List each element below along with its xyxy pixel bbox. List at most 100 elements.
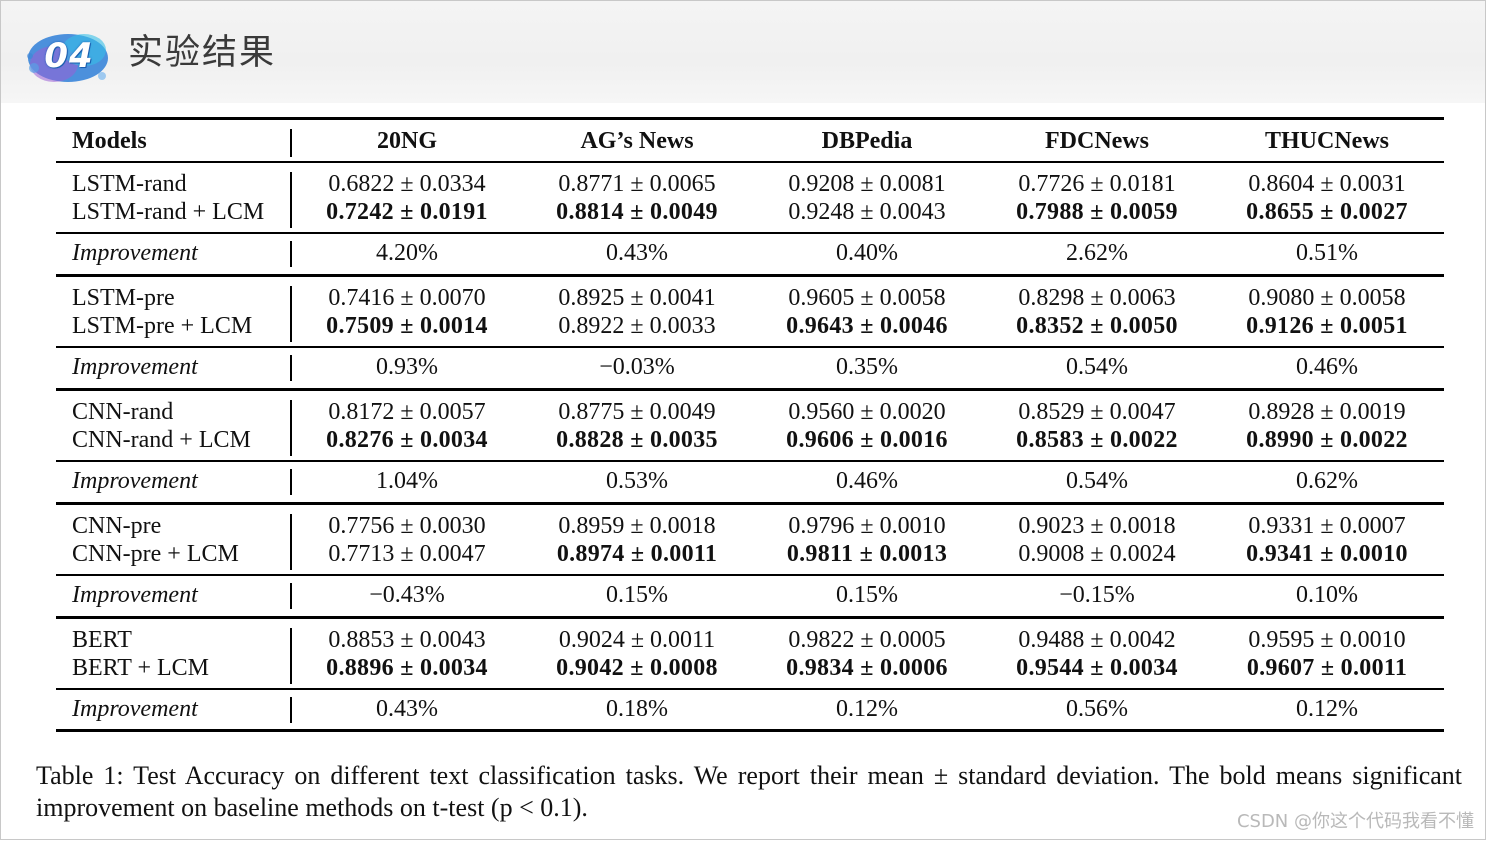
score-cell-lcm: 0.9544 ± 0.0034 — [1016, 655, 1178, 681]
improvement-cell: 0.12% — [836, 696, 898, 722]
score-cell-lcm: 0.8828 ± 0.0035 — [556, 427, 718, 453]
score-cell-lcm: 0.9834 ± 0.0006 — [786, 655, 948, 681]
slide-title: 实验结果 — [128, 33, 277, 73]
model-name: CNN-rand — [72, 399, 174, 425]
column-separator — [290, 469, 292, 495]
column-separator — [290, 583, 292, 609]
score-cell: 0.9560 ± 0.0020 — [788, 399, 946, 425]
group-rule — [56, 502, 1444, 505]
score-cell-lcm: 0.7509 ± 0.0014 — [326, 313, 488, 339]
column-header: FDCNews — [1045, 128, 1149, 154]
improvement-cell: 0.51% — [1296, 240, 1358, 266]
row-rule — [56, 460, 1444, 462]
column-separator — [290, 628, 292, 684]
improvement-cell: 4.20% — [376, 240, 438, 266]
score-cell: 0.8853 ± 0.0043 — [328, 627, 486, 653]
group-rule — [56, 388, 1444, 391]
score-cell-lcm: 0.8276 ± 0.0034 — [326, 427, 488, 453]
improvement-cell: 0.15% — [836, 582, 898, 608]
improvement-cell: 1.04% — [376, 468, 438, 494]
improvement-cell: 2.62% — [1066, 240, 1128, 266]
improvement-cell: 0.56% — [1066, 696, 1128, 722]
score-cell-lcm: 0.8922 ± 0.0033 — [558, 313, 716, 339]
score-cell: 0.6822 ± 0.0334 — [328, 171, 486, 197]
score-cell: 0.9822 ± 0.0005 — [788, 627, 946, 653]
improvement-label: Improvement — [72, 354, 198, 380]
improvement-cell: 0.43% — [606, 240, 668, 266]
column-header: THUCNews — [1265, 128, 1389, 154]
score-cell: 0.9331 ± 0.0007 — [1248, 513, 1406, 539]
score-cell: 0.8959 ± 0.0018 — [558, 513, 716, 539]
score-cell: 0.8172 ± 0.0057 — [328, 399, 486, 425]
score-cell-lcm: 0.9607 ± 0.0011 — [1246, 655, 1408, 681]
group-rule — [56, 616, 1444, 619]
model-name: LSTM-pre — [72, 285, 175, 311]
slide-header — [1, 1, 1485, 103]
score-cell: 0.8529 ± 0.0047 — [1018, 399, 1176, 425]
improvement-cell: 0.62% — [1296, 468, 1358, 494]
score-cell-lcm: 0.9341 ± 0.0010 — [1246, 541, 1408, 567]
score-cell: 0.7416 ± 0.0070 — [328, 285, 486, 311]
model-name-lcm: BERT + LCM — [72, 655, 210, 681]
score-cell: 0.8298 ± 0.0063 — [1018, 285, 1176, 311]
score-cell: 0.8928 ± 0.0019 — [1248, 399, 1406, 425]
score-cell: 0.9024 ± 0.0011 — [558, 627, 716, 653]
results-table: Models 20NG AG’s News DBPedia FDCNews THUCNew… — [56, 117, 1444, 737]
score-cell: 0.8775 ± 0.0049 — [558, 399, 716, 425]
score-cell: 0.9488 ± 0.0042 — [1018, 627, 1176, 653]
column-separator — [290, 129, 292, 157]
score-cell: 0.9208 ± 0.0081 — [788, 171, 946, 197]
score-cell: 0.8771 ± 0.0065 — [558, 171, 716, 197]
improvement-cell: 0.40% — [836, 240, 898, 266]
model-name-lcm: CNN-rand + LCM — [72, 427, 251, 453]
improvement-cell: 0.18% — [606, 696, 668, 722]
improvement-cell: −0.43% — [369, 582, 445, 608]
column-header: 20NG — [377, 128, 437, 154]
improvement-cell: 0.10% — [1296, 582, 1358, 608]
score-cell-lcm: 0.9042 ± 0.0008 — [556, 655, 718, 681]
score-cell: 0.8925 ± 0.0041 — [558, 285, 716, 311]
score-cell-lcm: 0.8990 ± 0.0022 — [1246, 427, 1408, 453]
score-cell: 0.9080 ± 0.0058 — [1248, 285, 1406, 311]
column-separator — [290, 172, 292, 228]
improvement-cell: 0.35% — [836, 354, 898, 380]
score-cell: 0.9595 ± 0.0010 — [1248, 627, 1406, 653]
model-name-lcm: CNN-pre + LCM — [72, 541, 239, 567]
improvement-cell: −0.03% — [599, 354, 675, 380]
row-rule — [56, 688, 1444, 690]
score-cell-lcm: 0.8896 ± 0.0034 — [326, 655, 488, 681]
column-separator — [290, 514, 292, 570]
score-cell-lcm: 0.8974 ± 0.0011 — [556, 541, 718, 567]
improvement-cell: 0.54% — [1066, 468, 1128, 494]
score-cell-lcm: 0.7242 ± 0.0191 — [326, 199, 488, 225]
score-cell: 0.8604 ± 0.0031 — [1248, 171, 1406, 197]
score-cell-lcm: 0.9811 ± 0.0013 — [786, 541, 948, 567]
column-separator — [290, 241, 292, 267]
column-separator — [290, 355, 292, 381]
improvement-label: Improvement — [72, 696, 198, 722]
header-rule — [56, 161, 1444, 163]
column-separator — [290, 286, 292, 342]
score-cell: 0.9605 ± 0.0058 — [788, 285, 946, 311]
improvement-label: Improvement — [72, 468, 198, 494]
score-cell-lcm: 0.8352 ± 0.0050 — [1016, 313, 1178, 339]
column-separator — [290, 400, 292, 456]
model-name: BERT — [72, 627, 132, 653]
score-cell: 0.7726 ± 0.0181 — [1018, 171, 1176, 197]
score-cell: 0.9023 ± 0.0018 — [1018, 513, 1176, 539]
improvement-cell: 0.15% — [606, 582, 668, 608]
improvement-cell: 0.93% — [376, 354, 438, 380]
table-top-rule — [56, 117, 1444, 120]
section-badge-splash — [27, 34, 108, 82]
model-name-lcm: LSTM-pre + LCM — [72, 313, 253, 339]
row-rule — [56, 346, 1444, 348]
score-cell-lcm: 0.9606 ± 0.0016 — [786, 427, 948, 453]
improvement-cell: 0.54% — [1066, 354, 1128, 380]
column-header: DBPedia — [821, 128, 913, 154]
table-caption: Table 1: Test Accuracy on different text… — [36, 761, 1462, 822]
score-cell-lcm: 0.7988 ± 0.0059 — [1016, 199, 1178, 225]
improvement-cell: 0.12% — [1296, 696, 1358, 722]
improvement-label: Improvement — [72, 240, 198, 266]
score-cell-lcm: 0.8655 ± 0.0027 — [1246, 199, 1408, 225]
score-cell-lcm: 0.8814 ± 0.0049 — [556, 199, 718, 225]
